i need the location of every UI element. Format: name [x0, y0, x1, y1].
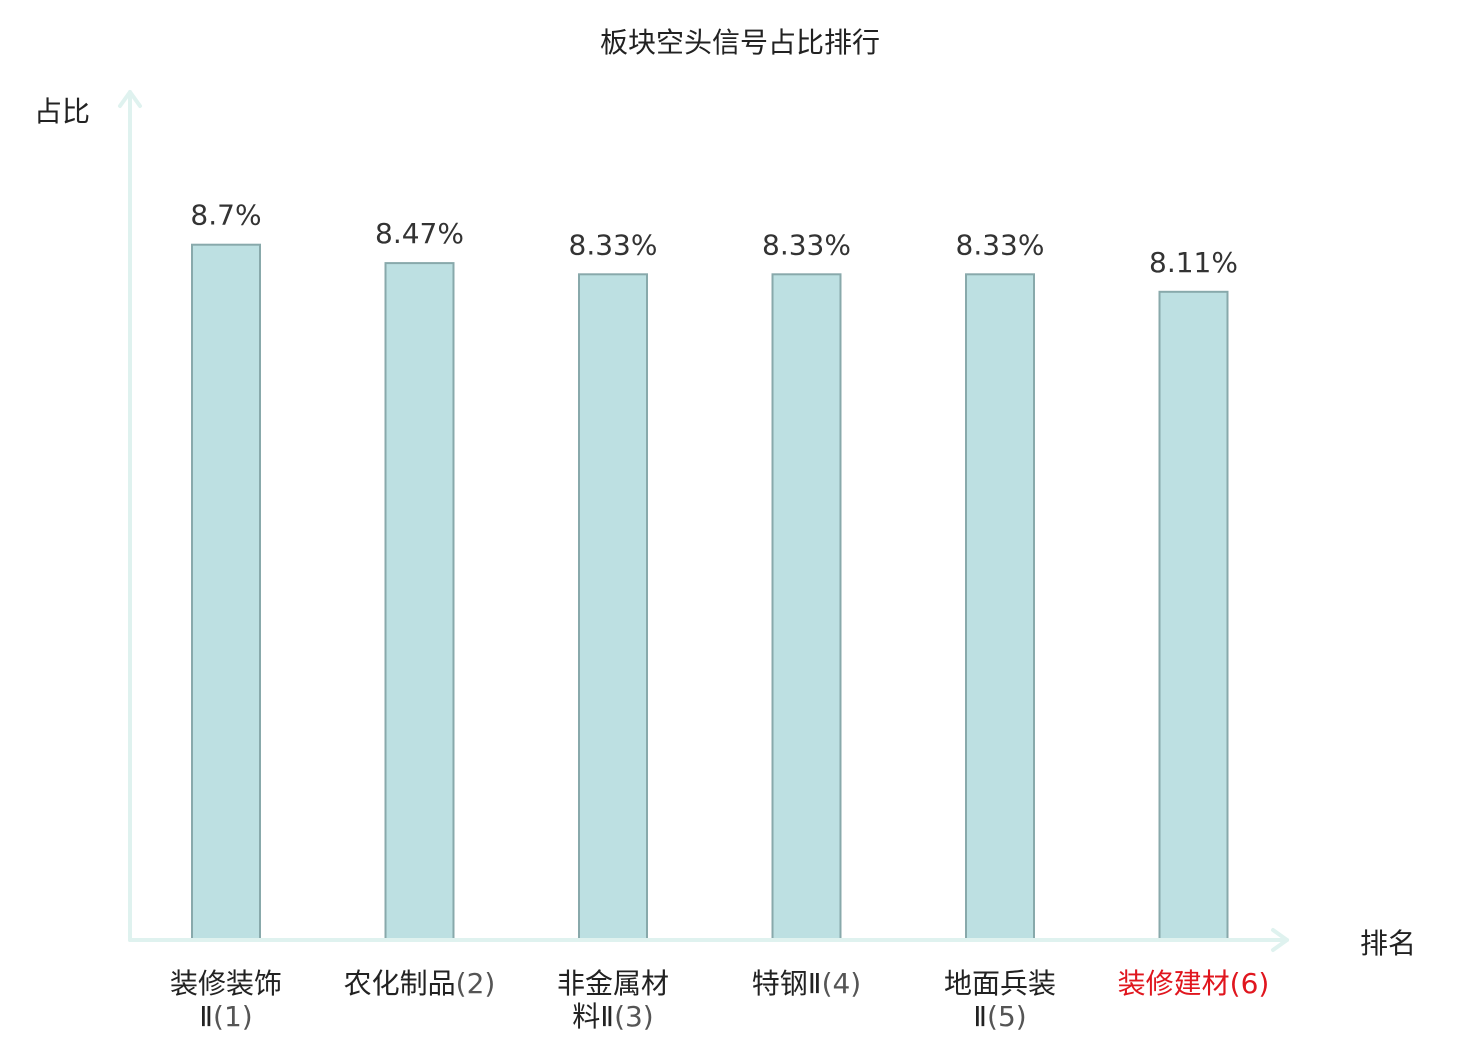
data-label: 8.33% — [762, 228, 851, 261]
x-tick-label: 装修建材(6) — [1118, 967, 1270, 1000]
x-tick-label-line: 特钢Ⅱ — [752, 967, 822, 1000]
x-tick-label-line: Ⅱ — [199, 1000, 213, 1033]
x-tick-label-line: Ⅱ — [973, 1000, 987, 1033]
y-axis-label: 占比 — [34, 95, 90, 128]
bar — [191, 243, 261, 940]
x-tick-label-line: 非金属材 — [557, 967, 669, 1000]
bar — [578, 273, 648, 940]
x-axis-label: 排名 — [1360, 927, 1416, 960]
bar — [965, 273, 1035, 940]
rank-label: (1) — [213, 1000, 253, 1033]
category-labels-layer: 装修装饰 Ⅱ(1)农化制品(2) 非金属材料Ⅱ(3)特钢Ⅱ(4) 地面兵装 Ⅱ(5)装修… — [170, 967, 1269, 1033]
data-label: 8.47% — [375, 217, 464, 250]
x-tick-label-line: 装修装饰 — [170, 967, 282, 1000]
x-tick-label-line: 料Ⅱ — [572, 1000, 614, 1033]
rank-label: (5) — [987, 1000, 1027, 1033]
y-axis — [118, 90, 142, 942]
value-labels-layer: 8.7% 8.47% 8.33% 8.33% 8.33% 8.11% — [190, 199, 1238, 279]
x-tick-label: 特钢Ⅱ(4) — [752, 967, 861, 1000]
bar — [384, 262, 455, 941]
bar — [771, 273, 842, 940]
x-tick-label: 农化制品(2) — [344, 967, 496, 1000]
x-tick-label: 地面兵装 Ⅱ(5) — [944, 967, 1056, 1033]
rank-label: (6) — [1230, 967, 1270, 1000]
data-label: 8.11% — [1149, 246, 1238, 279]
x-axis — [128, 928, 1289, 952]
x-tick-label: 非金属材料Ⅱ(3) — [557, 967, 669, 1033]
bars-layer — [191, 243, 1229, 941]
x-tick-label-line: 农化制品 — [344, 967, 456, 1000]
x-tick-label-line: 地面兵装 — [944, 967, 1056, 1000]
x-tick-label: 装修装饰 Ⅱ(1) — [170, 967, 282, 1033]
rank-label: (3) — [614, 1000, 654, 1033]
chart-title: 板块空头信号占比排行 — [600, 26, 880, 59]
data-label: 8.33% — [569, 228, 658, 261]
data-label: 8.7% — [190, 199, 261, 232]
rank-label: (4) — [822, 967, 862, 1000]
data-label: 8.33% — [956, 228, 1045, 261]
x-tick-label-line: 装修建材 — [1118, 967, 1230, 1000]
rank-label: (2) — [456, 967, 496, 1000]
bar — [1158, 290, 1229, 940]
